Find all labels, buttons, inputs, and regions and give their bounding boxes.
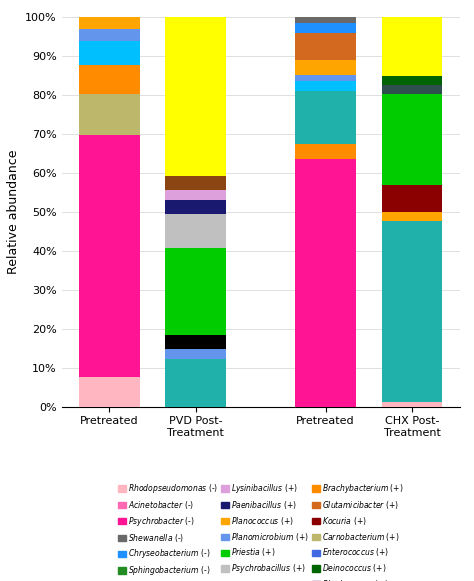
Bar — [295, 144, 356, 159]
Bar — [382, 221, 442, 402]
Bar — [79, 64, 139, 94]
Bar — [295, 91, 356, 144]
Bar — [165, 248, 226, 335]
Bar — [295, 76, 356, 81]
Bar — [295, 33, 356, 59]
Bar — [165, 358, 226, 407]
Bar — [382, 402, 442, 407]
Legend: $\it{Rhodopseudomonas}$ (-), $\it{Acinetobacter}$ (-), $\it{Psychrobacter}$ (-),: $\it{Rhodopseudomonas}$ (-), $\it{Acinet… — [117, 480, 405, 581]
Bar — [79, 29, 139, 41]
Bar — [295, 17, 356, 23]
Bar — [79, 41, 139, 64]
Bar — [79, 94, 139, 135]
Bar — [165, 214, 226, 248]
Bar — [79, 17, 139, 29]
Bar — [165, 200, 226, 214]
Y-axis label: Relative abundance: Relative abundance — [7, 150, 19, 274]
Bar — [295, 81, 356, 91]
Bar — [165, 191, 226, 200]
Bar — [382, 212, 442, 221]
Bar — [295, 159, 356, 407]
Bar — [382, 17, 442, 76]
Bar — [382, 94, 442, 185]
Bar — [165, 176, 226, 191]
Bar — [165, 17, 226, 176]
Bar — [382, 85, 442, 94]
Bar — [165, 335, 226, 349]
Bar — [79, 377, 139, 407]
Bar — [79, 135, 139, 377]
Bar — [165, 349, 226, 358]
Bar — [295, 59, 356, 76]
Bar — [295, 23, 356, 33]
Bar — [382, 76, 442, 85]
Bar — [382, 185, 442, 212]
